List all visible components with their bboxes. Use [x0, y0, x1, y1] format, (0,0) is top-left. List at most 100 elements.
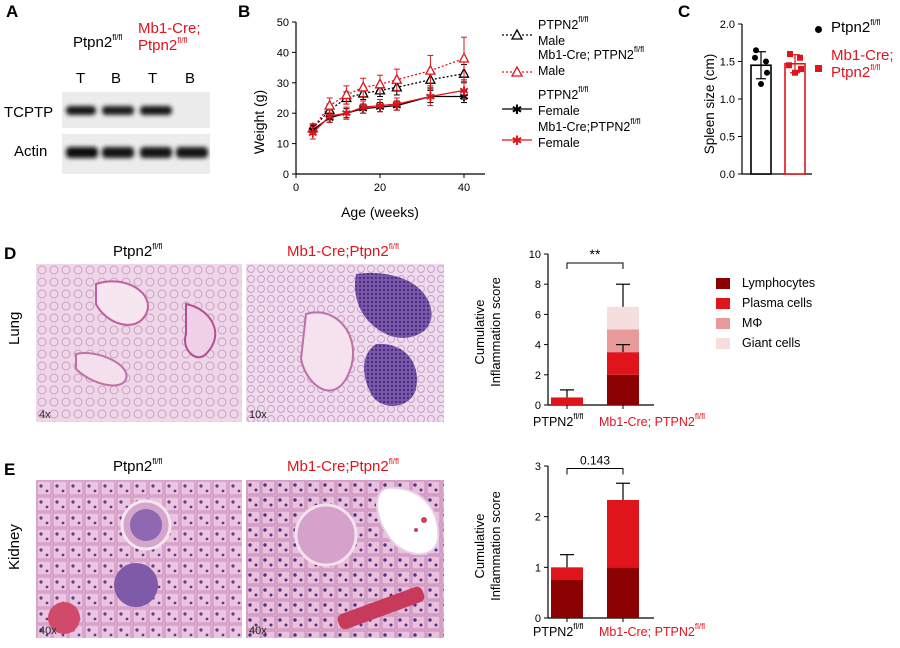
- lane-label: B: [111, 70, 122, 87]
- lane-label: B: [185, 70, 196, 87]
- data-point: ✱: [392, 98, 402, 112]
- y-axis-label: Cumulative: [472, 299, 487, 364]
- image-title-control: Ptpn2fl/fl: [113, 242, 163, 260]
- data-point: ✱: [325, 110, 335, 124]
- bar-segment: [551, 567, 583, 580]
- data-point: ✱: [459, 84, 469, 98]
- magnification-label: 4x: [39, 409, 51, 421]
- y-tick-label: 8: [535, 279, 541, 291]
- weight-legend: ✱ ✱ PTPN2fl/fl Male Mb1-Cre; PTPN2fl/fl …: [500, 14, 650, 154]
- lung-xcat-cre: Mb1-Cre; PTPN2fl/fl: [599, 412, 706, 429]
- y-tick-label: 0: [535, 613, 541, 625]
- y-tick-label: 1: [535, 562, 541, 574]
- lung-histology-control-image: 4x: [36, 264, 242, 422]
- data-point: [391, 73, 403, 84]
- significance-label: **: [590, 246, 601, 262]
- panel-label-d: D: [4, 244, 17, 263]
- legend-entry: Mb1-Cre;PTPN2fl/fl Female: [538, 117, 641, 150]
- data-point: [758, 81, 764, 87]
- series-line: [312, 95, 464, 131]
- kidney-xcat-control: PTPN2fl/fl: [533, 622, 584, 639]
- y-tick-label: 1.0: [720, 94, 735, 106]
- lung-xcat-control: PTPN2fl/fl: [533, 412, 584, 429]
- data-point: [786, 62, 792, 69]
- y-tick-label: 1.5: [720, 57, 735, 69]
- kidney-inflammation-stacked-bar: Cumulative Inflammation score 0 1 2 3 0.143: [472, 454, 654, 625]
- bar-segment: [607, 329, 639, 353]
- blot-header-cre: Mb1-Cre; Ptpn2fl/fl: [138, 20, 201, 54]
- data-point: ✱: [358, 101, 368, 115]
- legend-entry: Plasma cells: [742, 296, 813, 310]
- legend-entry: PTPN2fl/fl Female: [538, 85, 589, 118]
- spleen-bar-chart: Spleen size (cm) 0.0 0.5 1.0 1.5 2.0: [702, 19, 812, 181]
- x-tick-label: 20: [374, 182, 386, 194]
- legend-entry: Ptpn2fl/fl: [831, 18, 881, 36]
- bar: [784, 62, 806, 175]
- y-axis-label: Weight (g): [251, 90, 267, 154]
- y-tick-label: 2.0: [720, 19, 735, 31]
- significance-bracket: [566, 262, 624, 270]
- y-tick-label: 50: [277, 17, 289, 29]
- bar-segment: [607, 499, 639, 568]
- panel-label-c: C: [678, 2, 691, 21]
- legend-entry: Lymphocytes: [742, 276, 816, 290]
- data-point: [324, 99, 336, 110]
- square-marker-icon: [815, 65, 822, 72]
- y-axis-label: Inflammation score: [488, 277, 503, 387]
- data-point: [340, 88, 352, 100]
- legend-entry: MΦ: [742, 316, 763, 330]
- data-point: [798, 66, 804, 72]
- legend-entry: Mb1-Cre; Ptpn2fl/fl: [831, 47, 894, 81]
- y-tick-label: 2: [535, 370, 541, 382]
- y-tick-label: 10: [529, 249, 541, 261]
- legend-entry: Mb1-Cre; PTPN2fl/fl Male: [538, 45, 645, 78]
- panel-label-e: E: [4, 460, 16, 479]
- image-title-cre: Mb1-Cre;Ptpn2fl/fl: [287, 457, 399, 475]
- bar-segment: [607, 352, 639, 375]
- star-marker-icon: ✱: [512, 102, 523, 117]
- legend-swatch: [716, 278, 730, 289]
- data-point: [764, 69, 770, 76]
- kidney-histology-control-image: 40x: [36, 480, 242, 638]
- y-tick-label: 10: [277, 139, 289, 151]
- blot-row-label-tcptp: TCPTP: [4, 104, 54, 121]
- data-point: [374, 77, 386, 89]
- data-point: [752, 54, 758, 61]
- y-tick-label: 0.5: [720, 132, 735, 144]
- legend-swatch: [716, 318, 730, 329]
- kidney-xcat-cre: Mb1-Cre; PTPN2fl/fl: [599, 622, 706, 639]
- data-point: [424, 64, 436, 75]
- x-tick-label: 40: [458, 182, 470, 194]
- image-title-cre: Mb1-Cre;Ptpn2fl/fl: [287, 242, 399, 260]
- data-point: [753, 47, 759, 54]
- row-label-lung: Lung: [6, 311, 23, 345]
- bar-segment: [607, 567, 639, 618]
- y-axis-label: Inflammation score: [488, 491, 503, 601]
- data-point: [763, 58, 769, 65]
- lane-label: T: [76, 70, 86, 87]
- bar-segment: [607, 374, 639, 405]
- significance-label: 0.143: [580, 454, 610, 468]
- y-axis-label: Spleen size (cm): [702, 54, 717, 155]
- row-label-kidney: Kidney: [6, 524, 23, 570]
- bar-segment: [551, 580, 583, 618]
- y-tick-label: 20: [277, 108, 289, 120]
- y-axis-label: Cumulative: [472, 513, 487, 578]
- y-tick-label: 3: [535, 461, 541, 473]
- magnification-label: 10x: [249, 409, 267, 421]
- legend-swatch: [716, 298, 730, 309]
- y-tick-label: 30: [277, 78, 289, 90]
- lung-inflammation-stacked-bar: Cumulative Inflammation score 0 2 4 6 8 10 **: [472, 246, 654, 412]
- series-line: [312, 57, 465, 129]
- bar-segment: [551, 397, 583, 405]
- x-tick-label: 0: [293, 182, 299, 194]
- y-tick-label: 4: [535, 340, 541, 352]
- legend-swatch: [716, 338, 730, 349]
- data-point: ✱: [375, 99, 385, 113]
- star-marker-icon: ✱: [512, 133, 523, 148]
- legend-entry: PTPN2fl/fl Male: [538, 15, 589, 48]
- data-point: ✱: [308, 126, 318, 140]
- data-point: [357, 80, 369, 92]
- bar-segment: [607, 306, 639, 330]
- significance-bracket: [566, 468, 624, 475]
